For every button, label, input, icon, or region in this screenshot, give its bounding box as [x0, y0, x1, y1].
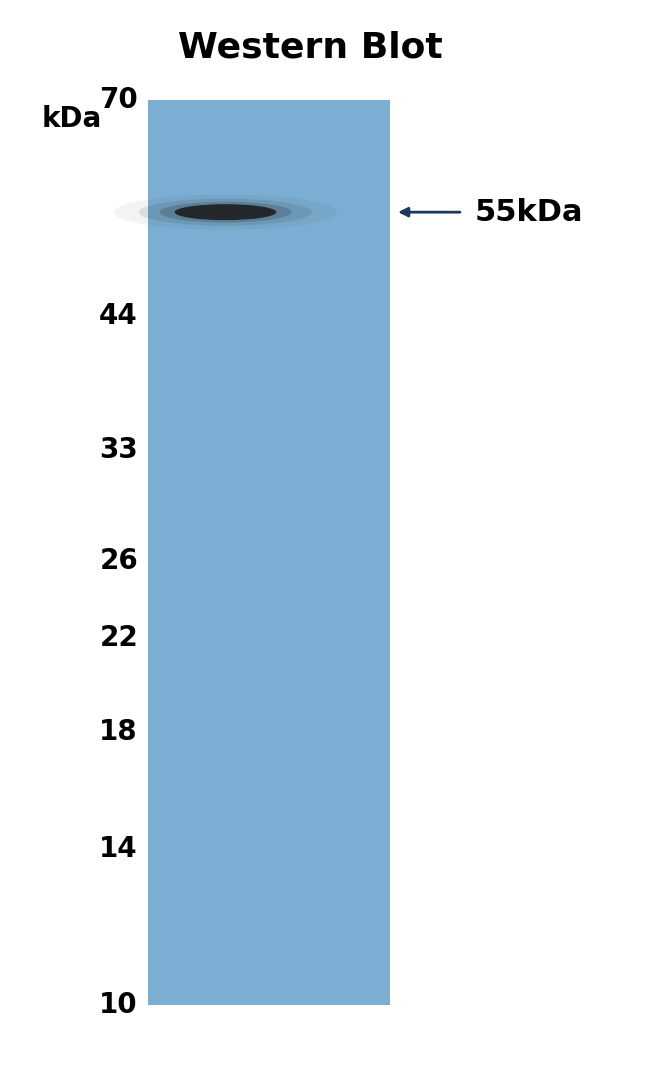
Text: 33: 33: [99, 436, 138, 464]
Ellipse shape: [139, 199, 312, 226]
Ellipse shape: [175, 204, 276, 220]
Text: 26: 26: [99, 547, 138, 575]
Ellipse shape: [114, 194, 337, 230]
Text: 14: 14: [99, 834, 138, 862]
Text: Western Blot: Western Blot: [177, 31, 443, 65]
Text: 18: 18: [99, 718, 138, 746]
Text: kDa: kDa: [42, 105, 102, 133]
Ellipse shape: [159, 202, 291, 222]
Text: 70: 70: [99, 86, 138, 114]
Text: 55kDa: 55kDa: [475, 197, 584, 227]
Bar: [148, 100, 390, 1005]
Text: 22: 22: [99, 625, 138, 653]
Text: 10: 10: [99, 991, 138, 1019]
Text: 44: 44: [99, 302, 138, 330]
